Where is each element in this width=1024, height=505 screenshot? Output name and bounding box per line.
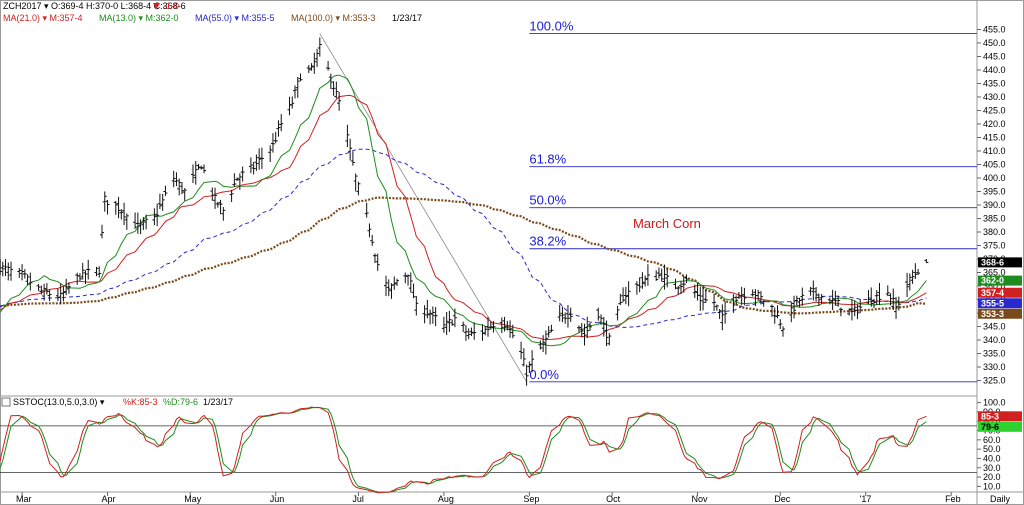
value-tag: 362-0 — [981, 276, 1004, 286]
time-tick-label: Oct — [606, 494, 621, 504]
period-label: Daily — [990, 494, 1011, 504]
time-tick-label: Nov — [692, 494, 709, 504]
stoch-legend-item: %K:85-3 — [123, 397, 158, 407]
price-tick-label: 445.0 — [983, 52, 1006, 62]
time-tick-label: Mar — [16, 494, 32, 504]
ma-legend-item: MA(55.0) ▾ M:355-5 — [195, 13, 275, 23]
ma-legend-item: 1/23/17 — [392, 13, 422, 23]
stochastic-legend: SSTOC(13.0,5.0,3.0) ▾ %K:85-3 %D:79-6 1/23/… — [1, 397, 233, 407]
down-triangle-icon — [153, 3, 160, 9]
value-tag-bg — [978, 411, 1022, 422]
time-tick-label: Feb — [945, 494, 961, 504]
fib-level-label: 0.0% — [529, 367, 559, 382]
price-axis: 325.0330.0335.0340.0345.0350.0355.0360.0… — [977, 25, 1022, 386]
time-tick-label: Aug — [438, 494, 454, 504]
price-tick-label: 375.0 — [983, 241, 1006, 251]
time-tick-label: Apr — [102, 494, 116, 504]
fib-level-label: 50.0% — [529, 193, 566, 208]
value-tag-bg — [978, 287, 1022, 298]
stoch-tick-label: 100.0 — [983, 398, 1006, 408]
stoch-legend-item: SSTOC(13.0,5.0,3.0) ▾ — [13, 397, 105, 407]
fibonacci-levels: 100.0% 61.8% 50.0% 38.2% 0.0% — [319, 19, 977, 383]
price-tick-label: 440.0 — [983, 65, 1006, 75]
stoch-line-k — [0, 406, 927, 494]
fib-level-label: 100.0% — [529, 19, 574, 34]
price-tick-label: 380.0 — [983, 227, 1006, 237]
price-tick-label: 415.0 — [983, 133, 1006, 143]
price-tick-label: 325.0 — [983, 376, 1006, 386]
time-axis: Mar Apr May Jun Jul Aug Sep Oct Nov Dec '17 Feb Dail… — [16, 492, 1011, 504]
value-tag: 355-5 — [981, 298, 1004, 308]
price-tick-label: 450.0 — [983, 38, 1006, 48]
price-tick-label: 405.0 — [983, 160, 1006, 170]
ma-legend-item: MA(100.0) ▾ M:353-3 — [291, 13, 376, 23]
value-tag-bg — [978, 421, 1022, 432]
quote-header: ZCH2017 ▾ O:369-4 H:370-0 L:368-4 C:368-… — [3, 1, 186, 11]
price-tick-label: 420.0 — [983, 119, 1006, 129]
price-tick-label: 390.0 — [983, 200, 1006, 210]
chart-headers: ZCH2017 ▾ O:369-4 H:370-0 L:368-4 C:368-… — [1, 1, 701, 407]
price-tick-label: 345.0 — [983, 322, 1006, 332]
value-tag-bg — [978, 298, 1022, 309]
value-tag: 353-3 — [981, 309, 1004, 319]
price-tick-label: 410.0 — [983, 146, 1006, 156]
ma-legend-item: MA(21.0) ▾ M:357-4 — [3, 13, 83, 23]
stoch-tick-label: 10.0 — [983, 481, 1001, 491]
fib-trendline — [319, 33, 527, 383]
time-tick-label: '17 — [860, 494, 872, 504]
time-tick-label: Jul — [352, 494, 364, 504]
value-tag: 85-3 — [981, 411, 999, 421]
value-tag-bg — [978, 257, 1022, 268]
stoch-tick-label: 20.0 — [983, 472, 1001, 482]
stoch-legend-item: %D:79-6 — [163, 397, 198, 407]
price-tick-label: 425.0 — [983, 106, 1006, 116]
ma-legend-item: MA(13.0) ▾ M:362-0 — [99, 13, 179, 23]
time-tick-label: Sep — [523, 494, 539, 504]
stoch-line-d — [0, 406, 927, 493]
price-tick-label: 340.0 — [983, 335, 1006, 345]
price-series — [0, 37, 929, 386]
chart-annotation: March Corn — [633, 216, 701, 231]
price-tick-label: 400.0 — [983, 173, 1006, 183]
stoch-tick-label: 30.0 — [983, 463, 1001, 473]
value-tag: 357-4 — [981, 288, 1004, 298]
value-tag: 368-6 — [981, 257, 1004, 267]
fib-level-label: 61.8% — [529, 152, 566, 167]
price-tick-label: 330.0 — [983, 362, 1006, 372]
stoch-tick-label: 50.0 — [983, 444, 1001, 454]
stoch-legend-item: 1/23/17 — [203, 397, 233, 407]
change-value: -1-0 — [163, 1, 179, 11]
time-tick-label: May — [184, 494, 202, 504]
moving-average-legend: MA(21.0) ▾ M:357-4 MA(13.0) ▾ M:362-0 MA(5… — [3, 13, 422, 23]
collapse-icon — [1, 397, 11, 407]
price-tick-label: 395.0 — [983, 187, 1006, 197]
price-tick-label: 435.0 — [983, 79, 1006, 89]
stoch-tick-label: 60.0 — [983, 435, 1001, 445]
price-tick-label: 385.0 — [983, 214, 1006, 224]
price-tick-label: 360.0 — [983, 281, 1006, 291]
price-tick-label: 430.0 — [983, 92, 1006, 102]
time-tick-label: Dec — [774, 494, 791, 504]
price-tick-label: 335.0 — [983, 349, 1006, 359]
fib-level-label: 38.2% — [529, 234, 566, 249]
time-tick-label: Jun — [270, 494, 285, 504]
stoch-tick-label: 40.0 — [983, 453, 1001, 463]
value-tag: 79-6 — [981, 422, 999, 432]
stochastic-panel: 10.020.030.040.050.060.070.080.090.0100.… — [0, 398, 1022, 494]
value-tag-bg — [978, 308, 1022, 319]
price-tick-label: 365.0 — [983, 268, 1006, 278]
price-tick-label: 455.0 — [983, 25, 1006, 35]
value-tag-bg — [978, 275, 1022, 286]
